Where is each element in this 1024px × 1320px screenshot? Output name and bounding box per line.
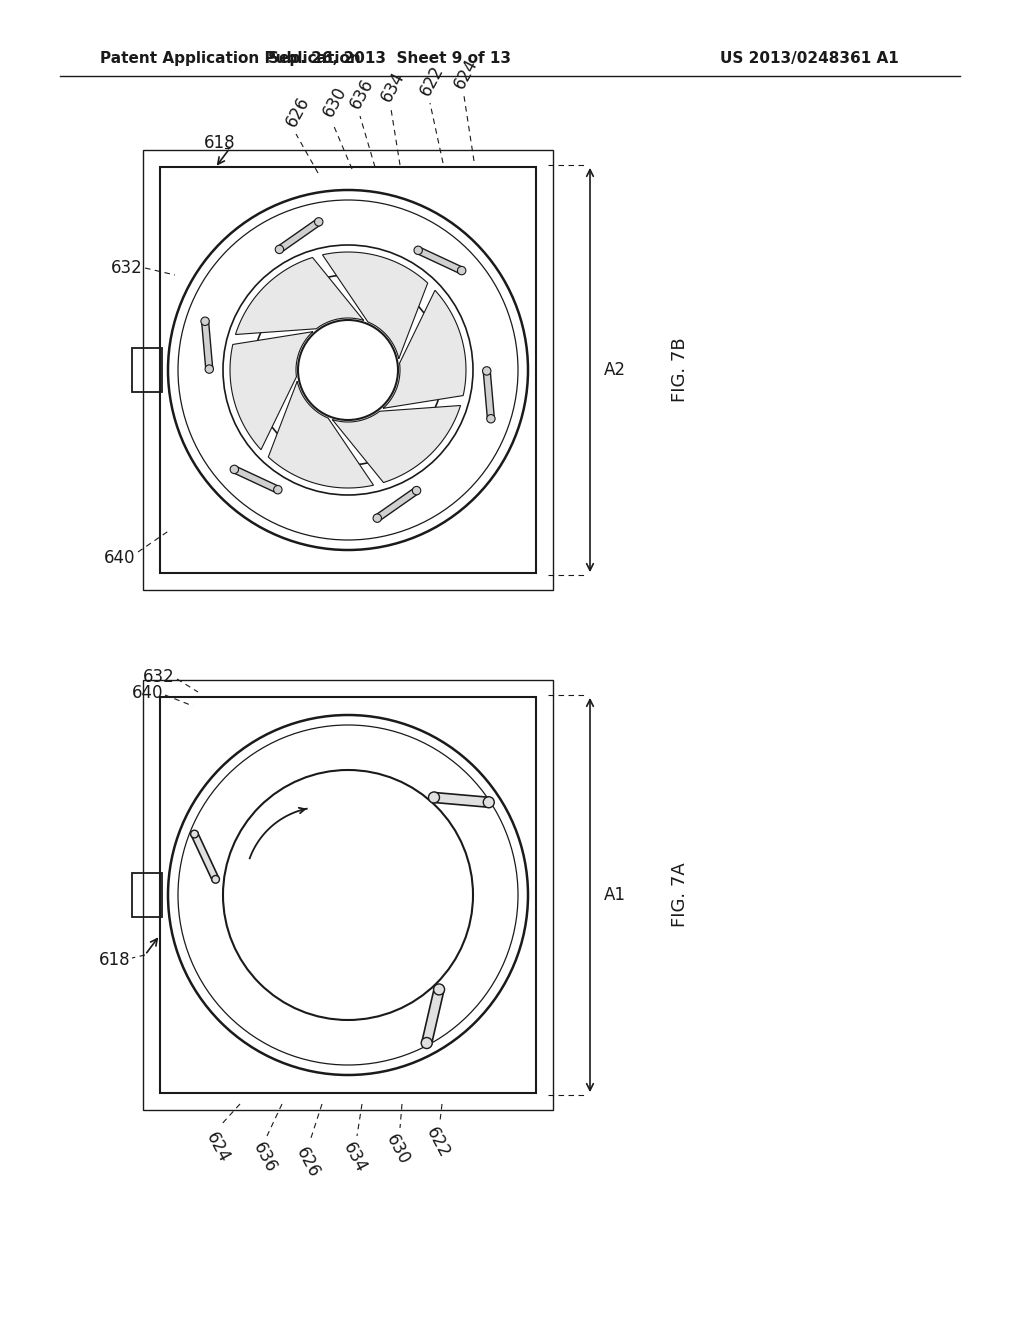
Polygon shape	[202, 321, 213, 370]
Polygon shape	[333, 405, 461, 483]
Text: 636: 636	[347, 75, 378, 112]
Polygon shape	[278, 219, 321, 252]
Text: 624: 624	[203, 1130, 233, 1166]
Text: 634: 634	[340, 1139, 371, 1176]
Circle shape	[201, 317, 209, 326]
Text: 624: 624	[451, 55, 481, 92]
Polygon shape	[236, 257, 364, 334]
Circle shape	[428, 792, 439, 803]
Polygon shape	[323, 252, 428, 359]
Bar	[132, 873, 162, 917]
Polygon shape	[232, 466, 280, 492]
Circle shape	[190, 830, 199, 838]
Polygon shape	[417, 247, 463, 273]
Bar	[143, 150, 553, 590]
Polygon shape	[422, 989, 444, 1044]
Circle shape	[275, 246, 284, 253]
Bar	[160, 168, 536, 573]
Text: 632: 632	[112, 259, 143, 277]
Circle shape	[414, 246, 422, 255]
Text: 626: 626	[283, 94, 313, 131]
Text: 626: 626	[293, 1144, 324, 1181]
Circle shape	[486, 414, 496, 422]
Circle shape	[230, 465, 239, 474]
Circle shape	[483, 797, 495, 808]
Circle shape	[205, 364, 213, 374]
Polygon shape	[433, 792, 489, 808]
Circle shape	[433, 983, 444, 995]
Polygon shape	[483, 371, 495, 418]
Text: Sep. 26, 2013  Sheet 9 of 13: Sep. 26, 2013 Sheet 9 of 13	[268, 50, 512, 66]
Text: 622: 622	[417, 63, 447, 99]
Text: 632: 632	[143, 668, 175, 686]
Polygon shape	[268, 381, 374, 488]
Text: 640: 640	[104, 549, 136, 568]
Text: FIG. 7B: FIG. 7B	[671, 338, 689, 403]
Polygon shape	[230, 331, 313, 450]
Text: 630: 630	[319, 83, 350, 120]
Circle shape	[273, 486, 282, 494]
Text: 630: 630	[383, 1131, 414, 1168]
Text: 618: 618	[204, 135, 236, 152]
Text: US 2013/0248361 A1: US 2013/0248361 A1	[720, 50, 899, 66]
Text: 640: 640	[131, 684, 163, 702]
Text: FIG. 7A: FIG. 7A	[671, 863, 689, 928]
Polygon shape	[383, 290, 466, 408]
Bar	[132, 348, 162, 392]
Bar	[160, 697, 536, 1093]
Text: 618: 618	[98, 950, 130, 969]
Circle shape	[373, 513, 382, 523]
Bar	[143, 680, 553, 1110]
Polygon shape	[191, 833, 219, 880]
Text: 636: 636	[250, 1139, 281, 1176]
Circle shape	[314, 218, 323, 226]
Circle shape	[212, 875, 219, 883]
Text: 622: 622	[423, 1125, 454, 1162]
Circle shape	[421, 1038, 432, 1048]
Circle shape	[458, 267, 466, 275]
Circle shape	[413, 486, 421, 495]
Text: A2: A2	[604, 360, 626, 379]
Polygon shape	[375, 488, 419, 521]
Text: A1: A1	[604, 886, 626, 904]
Circle shape	[482, 367, 490, 375]
Text: 634: 634	[378, 69, 409, 106]
Text: Patent Application Publication: Patent Application Publication	[100, 50, 360, 66]
